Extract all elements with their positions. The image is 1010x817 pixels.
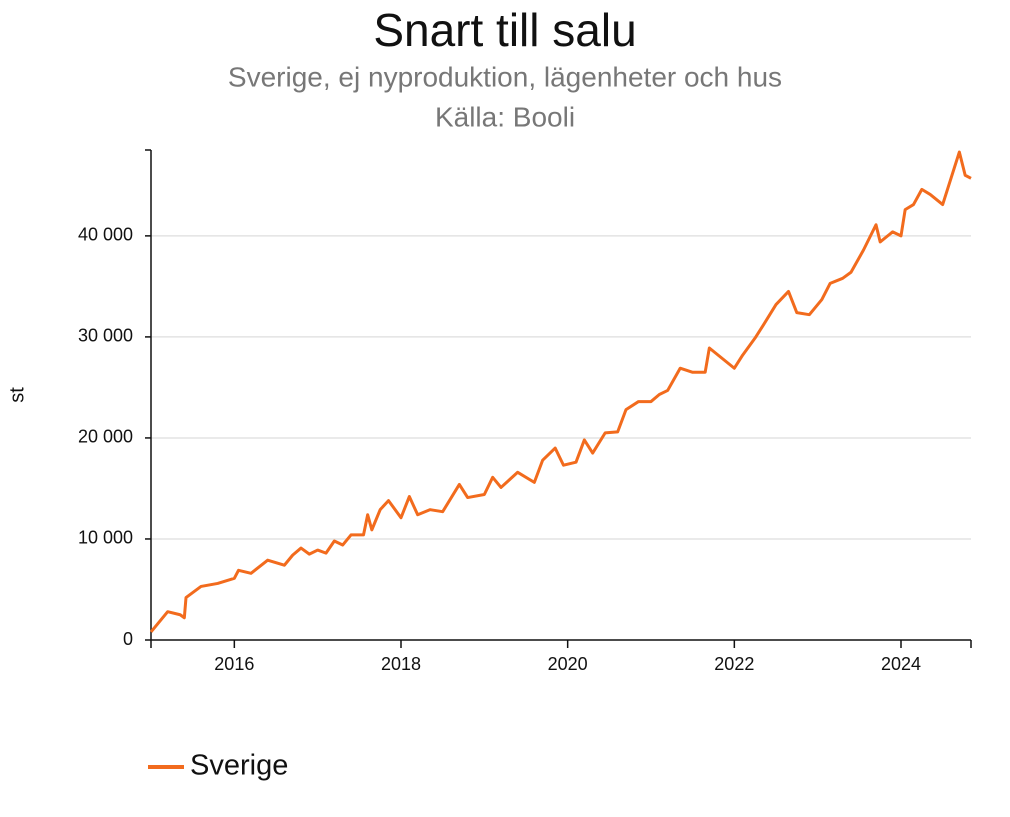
chart-subtitle: Sverige, ej nyproduktion, lägenheter och… xyxy=(228,61,782,92)
x-tick-label: 2020 xyxy=(548,654,588,674)
chart-source: Källa: Booli xyxy=(435,101,575,132)
x-tick-label: 2016 xyxy=(214,654,254,674)
x-tick-label: 2018 xyxy=(381,654,421,674)
legend-label: Sverige xyxy=(190,750,288,782)
y-tick-label: 40 000 xyxy=(78,225,133,245)
x-tick-label: 2022 xyxy=(714,654,754,674)
data-line xyxy=(149,150,972,633)
y-tick-label: 0 xyxy=(123,629,133,649)
chart-title: Snart till salu xyxy=(373,4,636,56)
x-tick-label: 2024 xyxy=(881,654,921,674)
y-tick-label: 30 000 xyxy=(78,326,133,346)
y-tick-label: 20 000 xyxy=(78,427,133,447)
y-tick-label: 10 000 xyxy=(78,528,133,548)
y-axis-label: st xyxy=(6,387,28,403)
